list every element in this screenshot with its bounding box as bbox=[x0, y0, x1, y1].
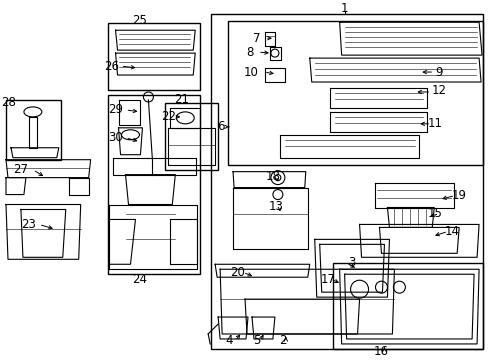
Text: 30: 30 bbox=[108, 131, 122, 144]
Text: 23: 23 bbox=[21, 218, 36, 231]
Text: 20: 20 bbox=[230, 266, 245, 279]
Text: 24: 24 bbox=[132, 273, 147, 286]
Text: 28: 28 bbox=[1, 96, 17, 109]
Text: 7: 7 bbox=[253, 32, 260, 45]
Text: 12: 12 bbox=[431, 85, 446, 98]
Text: 17: 17 bbox=[320, 273, 334, 286]
Text: 13: 13 bbox=[268, 200, 283, 213]
Text: 27: 27 bbox=[13, 163, 28, 176]
Text: 10: 10 bbox=[243, 66, 258, 78]
Bar bbox=[6, 100, 61, 160]
Text: 4: 4 bbox=[225, 334, 232, 347]
Text: 1: 1 bbox=[340, 2, 347, 15]
Bar bbox=[227, 21, 482, 165]
Bar bbox=[211, 14, 482, 349]
Text: 11: 11 bbox=[427, 117, 442, 130]
Text: 18: 18 bbox=[265, 170, 280, 183]
Text: 22: 22 bbox=[161, 111, 176, 123]
Bar bbox=[165, 103, 218, 170]
Text: 9: 9 bbox=[435, 66, 442, 78]
Text: 16: 16 bbox=[373, 345, 388, 359]
Text: 8: 8 bbox=[246, 46, 253, 59]
Text: 21: 21 bbox=[173, 94, 188, 107]
Text: 5: 5 bbox=[253, 334, 260, 347]
Text: 3: 3 bbox=[347, 256, 355, 269]
Bar bbox=[107, 95, 200, 274]
Text: 29: 29 bbox=[108, 103, 123, 116]
Text: 15: 15 bbox=[427, 207, 442, 220]
Text: 2: 2 bbox=[279, 334, 286, 347]
Text: 6: 6 bbox=[217, 120, 224, 133]
Bar bbox=[332, 263, 482, 349]
Text: 26: 26 bbox=[104, 59, 119, 73]
Text: 19: 19 bbox=[451, 189, 466, 202]
Text: 14: 14 bbox=[444, 225, 459, 238]
Bar bbox=[107, 23, 200, 90]
Text: 25: 25 bbox=[132, 14, 146, 27]
